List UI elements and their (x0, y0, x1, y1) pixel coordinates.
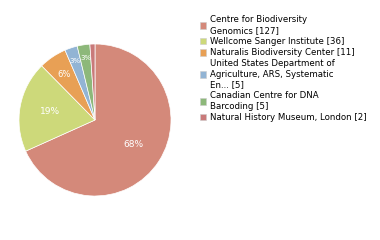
Text: 6%: 6% (58, 70, 71, 79)
Wedge shape (77, 44, 95, 120)
Wedge shape (19, 66, 95, 151)
Text: 3%: 3% (70, 58, 81, 64)
Wedge shape (42, 50, 95, 120)
Text: 68%: 68% (123, 140, 143, 149)
Wedge shape (90, 44, 95, 120)
Text: 19%: 19% (40, 107, 60, 116)
Wedge shape (65, 46, 95, 120)
Wedge shape (26, 44, 171, 196)
Text: 3%: 3% (80, 55, 91, 61)
Legend: Centre for Biodiversity
Genomics [127], Wellcome Sanger Institute [36], Naturali: Centre for Biodiversity Genomics [127], … (200, 16, 366, 122)
